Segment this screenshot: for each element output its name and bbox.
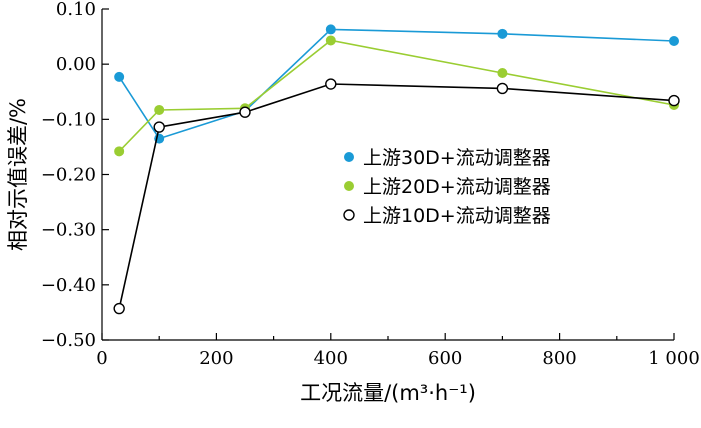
series-2: [114, 35, 679, 157]
data-point: [668, 94, 680, 107]
legend-marker: [343, 209, 355, 221]
x-tick-label: 600: [428, 348, 462, 369]
data-point: [153, 121, 165, 133]
x-tick-label: 200: [199, 348, 233, 369]
y-tick-label: 0.10: [56, 0, 96, 20]
y-axis-label: 相对示值误差/%: [6, 98, 30, 251]
series-1: [114, 24, 679, 144]
series-layer: [113, 24, 680, 315]
data-point: [325, 35, 336, 46]
series-line: [118, 83, 675, 309]
axes: 0.10 0.00 −0.10 −0.20 −0.30 −0.40 −0.500 200 400…: [41, 0, 700, 369]
data-point: [154, 104, 165, 115]
y-tick-label: −0.40: [41, 275, 96, 296]
data-point: [114, 146, 125, 157]
data-point: [497, 67, 508, 78]
data-point: [669, 35, 679, 46]
data-point: [497, 28, 508, 39]
x-tick-label: 800: [542, 348, 576, 369]
data-point: [114, 71, 125, 82]
series-line: [118, 39, 675, 152]
x-tick-label: 400: [314, 348, 348, 369]
legend-label: 上游30D+流动调整器: [363, 147, 551, 169]
data-point: [496, 82, 509, 95]
legend-marker: [344, 152, 354, 162]
y-tick-label: −0.10: [41, 109, 96, 130]
legend-label: 上游20D+流动调整器: [363, 176, 551, 198]
x-tick-label: 1 000: [648, 348, 700, 369]
series-line: [118, 28, 675, 140]
data-point: [325, 24, 336, 35]
x-tick-label: 0: [96, 348, 107, 369]
data-point: [113, 302, 125, 315]
y-tick-label: −0.30: [41, 220, 96, 241]
data-point: [325, 78, 337, 90]
series-3: [113, 78, 680, 315]
legend-marker: [344, 181, 354, 191]
legend-label: 上游10D+流动调整器: [363, 205, 551, 227]
data-point: [239, 106, 251, 118]
y-tick-label: 0.00: [56, 54, 96, 75]
y-tick-label: −0.20: [41, 165, 96, 186]
y-tick-label: −0.50: [41, 330, 96, 351]
x-axis-label: 工况流量/(m³·h⁻¹): [300, 381, 476, 405]
